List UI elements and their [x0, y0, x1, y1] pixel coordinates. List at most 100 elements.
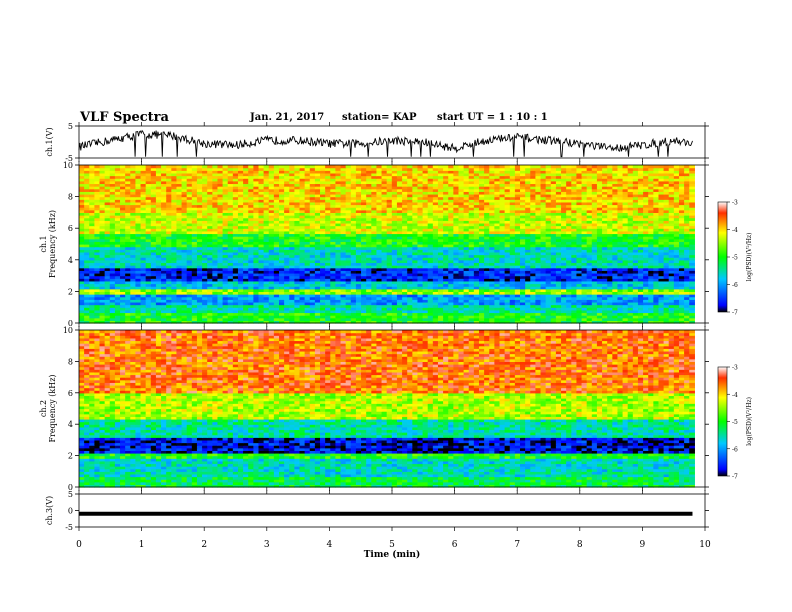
- spectrogram-cell: [581, 288, 588, 292]
- spectrogram-cell: [622, 283, 629, 287]
- spectrogram-cell: [453, 312, 460, 316]
- spectrogram-cell: [648, 272, 654, 277]
- spectrogram-cell: [89, 288, 95, 292]
- spectrogram-cell: [561, 272, 567, 277]
- spectrogram-cell: [602, 315, 608, 319]
- spectrogram-cell: [520, 301, 526, 306]
- spectrogram-cell: [263, 296, 270, 300]
- spectrogram-cell: [489, 309, 495, 314]
- spectrogram-cell: [525, 301, 531, 306]
- spectrogram-cell: [145, 294, 152, 298]
- spectrogram-cell: [166, 320, 172, 324]
- spectrogram-cell: [494, 294, 501, 298]
- spectrogram-cell: [566, 291, 572, 295]
- spectrogram-cell: [104, 280, 111, 285]
- spectrogram-cell: [586, 301, 593, 306]
- spectrogram-cell: [125, 309, 131, 314]
- spectrogram-cell: [663, 320, 670, 324]
- spectrogram-cell: [222, 301, 229, 306]
- spectrogram-cell: [325, 272, 331, 277]
- spectrogram-cell: [227, 294, 234, 298]
- spectrogram-cell: [289, 294, 295, 298]
- spectrogram-cell: [171, 283, 178, 287]
- spectrogram-cell: [176, 294, 183, 298]
- spectrogram-cell: [494, 278, 501, 282]
- y-tick-label: 5: [68, 122, 73, 131]
- spectrogram-cell: [94, 312, 101, 316]
- spectrogram-cell: [381, 317, 388, 321]
- spectrogram-cell: [432, 272, 439, 277]
- spectrogram-cell: [355, 315, 362, 319]
- spectrogram-cell: [196, 288, 203, 292]
- spectrogram-cell: [330, 278, 336, 282]
- spectrogram-cell: [540, 272, 547, 277]
- spectrogram-cell: [278, 286, 285, 290]
- spectrogram-cell: [643, 317, 649, 321]
- spectrogram-cell: [253, 291, 260, 295]
- spectrogram-cell: [648, 309, 654, 314]
- spectrogram-cell: [135, 270, 142, 274]
- spectrogram-cell: [263, 291, 270, 295]
- spectrogram-cell: [535, 301, 542, 306]
- spectrogram-cell: [304, 270, 311, 274]
- spectrogram-cell: [202, 317, 208, 321]
- spectrogram-cell: [299, 296, 306, 300]
- spectrogram-cell: [437, 317, 444, 321]
- spectrogram-cell: [258, 301, 265, 306]
- spectrogram-cell: [381, 278, 388, 282]
- spectrogram-cell: [278, 280, 285, 285]
- spectrogram-cell: [545, 286, 552, 290]
- spectrogram-cell: [509, 288, 516, 292]
- spectrogram-cell: [381, 301, 388, 306]
- spectrogram-cell: [155, 301, 162, 306]
- spectrogram-cell: [653, 301, 660, 306]
- spectrogram-cell: [468, 312, 475, 316]
- spectrogram-cell: [602, 275, 608, 279]
- spectrogram-cell: [166, 280, 172, 285]
- spectrogram-cell: [227, 317, 234, 321]
- spectrogram-cell: [396, 278, 403, 282]
- spectrogram-cell: [140, 304, 147, 308]
- spectrogram-cell: [125, 283, 131, 287]
- spectrogram-cell: [120, 291, 126, 295]
- spectrogram-cell: [243, 299, 249, 303]
- spectrogram-cell: [335, 294, 342, 298]
- spectrogram-cell: [89, 309, 95, 314]
- spectrogram-cell: [299, 307, 306, 311]
- spectrogram-cell: [617, 283, 624, 287]
- spectrogram-cell: [463, 304, 470, 308]
- spectrogram-cell: [237, 283, 244, 287]
- spectrogram-cell: [202, 283, 208, 287]
- spectrogram-cell: [437, 296, 444, 300]
- spectrogram-cell: [417, 280, 424, 285]
- spectrogram-cell: [499, 312, 506, 316]
- spectrogram-cell: [432, 315, 439, 319]
- spectrogram-cell: [427, 317, 434, 321]
- spectrogram-cell: [202, 301, 208, 306]
- spectrogram-cell: [484, 288, 490, 292]
- spectrogram-cell: [202, 299, 208, 303]
- spectrogram-cell: [509, 280, 516, 285]
- spectrogram-cell: [289, 315, 295, 319]
- spectrogram-cell: [155, 288, 162, 292]
- spectrogram-cell: [407, 307, 413, 311]
- spectrogram-cell: [468, 278, 475, 282]
- spectrogram-cell: [571, 296, 578, 300]
- spectrogram-cell: [489, 283, 495, 287]
- spectrogram-cell: [278, 304, 285, 308]
- spectrogram-cell: [376, 320, 383, 324]
- spectrogram-cell: [627, 299, 634, 303]
- spectrogram-cell: [171, 288, 178, 292]
- spectrogram-cell: [355, 296, 362, 300]
- spectrogram-cell: [540, 283, 547, 287]
- spectrogram-cell: [350, 288, 357, 292]
- spectrogram-cell: [120, 275, 126, 279]
- spectrogram-cell: [294, 317, 301, 321]
- spectrogram-cell: [217, 286, 224, 290]
- spectrogram-cell: [299, 275, 306, 279]
- spectrogram-cell: [284, 275, 290, 279]
- spectrogram-cell: [361, 288, 367, 292]
- spectrogram-cell: [325, 301, 331, 306]
- spectrogram-cell: [99, 307, 106, 311]
- spectrogram-cell: [314, 304, 321, 308]
